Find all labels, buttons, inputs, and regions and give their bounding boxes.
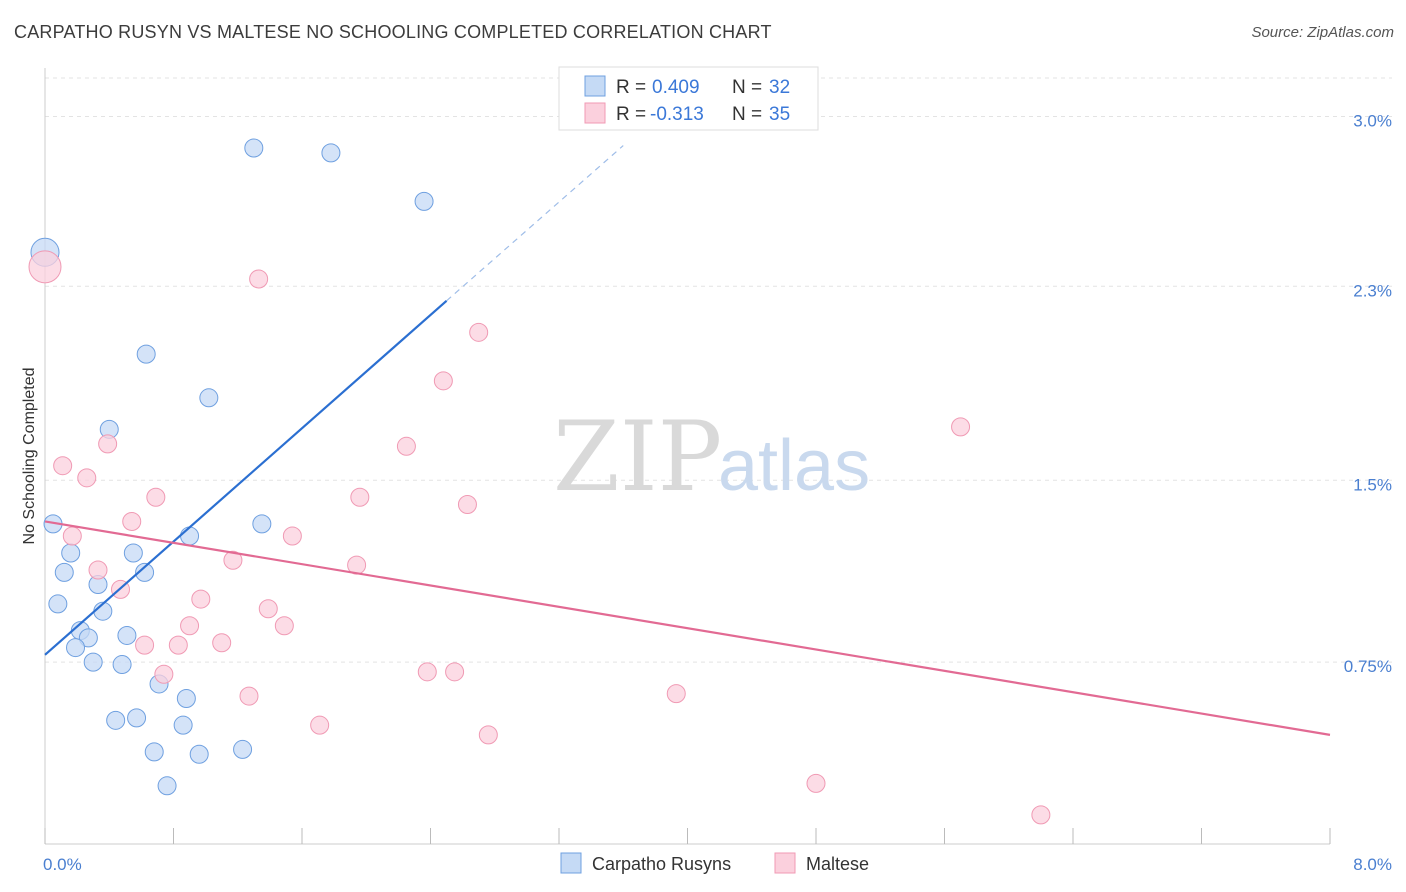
rusyn-point-4 [136,344,156,364]
maltese-point-11 [457,495,477,514]
maltese-point-21 [180,616,200,636]
maltese-point-24 [168,635,188,655]
legend-swatch-maltese [584,102,606,124]
y-tick-label-2: 2.3% [1353,281,1392,300]
watermark-atlas: atlas [718,426,870,506]
legend-n-label-rusyn: N = [732,77,762,98]
rusyn-point-12 [54,562,74,582]
maltese-point-15 [223,550,243,570]
legend-r-value-maltese: -0.313 [650,104,704,125]
rusyn-point-15 [48,594,68,614]
rusyn-trend-extension [446,145,624,302]
rusyn-point-22 [112,655,132,675]
maltese-point-28 [445,662,465,682]
maltese-point-31 [310,715,330,735]
y-axis-label: No Schooling Completed [21,368,38,545]
rusyn-point-5 [199,388,219,408]
series-legend: Carpatho Rusyns Maltese [560,852,869,874]
rusyn-point-13 [135,562,155,582]
rusyn-point-24 [176,689,196,708]
x-tick-labels: 0.0% 8.0% [43,855,1392,874]
rusyn-point-29 [189,744,209,764]
legend-swatch-rusyn [584,75,606,97]
data-points [28,138,1051,825]
legend-n-value-maltese: 35 [769,104,790,125]
rusyn-point-20 [66,638,86,658]
rusyn-trend-line [44,299,448,656]
maltese-point-34 [1031,805,1051,825]
maltese-point-4 [951,417,971,437]
maltese-point-6 [396,436,416,456]
rusyn-point-31 [157,776,177,796]
rusyn-point-28 [144,742,164,762]
rusyn-point-27 [173,715,193,735]
maltese-point-5 [98,434,118,454]
maltese-point-2 [469,322,489,342]
x-tick-label-0: 0.0% [43,855,82,874]
source-label: Source: ZipAtlas.com [1251,24,1394,41]
rusyn-point-2 [321,143,341,163]
chart-title: CARPATHO RUSYN VS MALTESE NO SCHOOLING C… [14,22,772,42]
legend-r-value-rusyn: 0.409 [652,77,700,98]
rusyn-point-30 [233,739,253,759]
maltese-point-9 [146,487,166,507]
maltese-point-8 [77,468,97,488]
y-tick-label-0: 0.75% [1344,657,1392,676]
rusyn-point-11 [123,543,143,563]
y-tick-label-3: 3.0% [1353,112,1392,131]
maltese-point-20 [258,599,278,619]
correlation-legend: R = 0.409 N = 32 R = -0.313 N = 35 [558,66,819,131]
series-label-rusyn: Carpatho Rusyns [592,854,731,874]
maltese-point-12 [122,511,142,531]
legend-n-label-maltese: N = [732,104,762,125]
maltese-point-7 [53,456,73,476]
gridlines [45,77,1392,663]
series-swatch-rusyn [560,852,582,874]
maltese-point-14 [282,526,302,546]
maltese-point-17 [88,560,108,580]
rusyn-point-10 [61,543,81,563]
legend-r-label-maltese: R = [616,104,646,125]
y-tick-labels: 0.75% 1.5% 2.3% 3.0% [1344,112,1392,677]
watermark-zip: ZIP [553,401,722,513]
maltese-point-0 [28,250,62,284]
maltese-point-3 [433,371,453,391]
maltese-point-22 [274,616,294,636]
rusyn-point-19 [117,625,137,645]
rusyn-point-26 [127,708,147,728]
legend-n-value-rusyn: 32 [769,77,790,98]
x-tick-label-1: 8.0% [1353,855,1392,874]
maltese-point-23 [135,635,155,655]
maltese-point-19 [191,589,211,609]
maltese-point-29 [239,686,259,706]
maltese-point-1 [249,269,269,289]
rusyn-point-8 [180,526,200,546]
maltese-trend-line [44,520,1331,736]
maltese-point-10 [350,487,370,507]
rusyn-point-9 [252,514,272,534]
maltese-point-13 [62,526,82,546]
maltese-point-32 [478,725,498,745]
rusyn-point-18 [78,628,98,648]
maltese-point-25 [212,633,232,653]
rusyn-point-21 [83,652,103,672]
rusyn-point-25 [106,710,126,730]
trend-lines [44,145,1331,736]
maltese-point-26 [154,664,174,684]
y-tick-label-1: 1.5% [1353,475,1392,494]
maltese-point-33 [806,773,826,793]
maltese-point-30 [666,684,686,704]
series-swatch-maltese [774,852,796,874]
axes [44,68,1331,845]
maltese-point-27 [417,662,437,682]
rusyn-point-3 [414,191,434,211]
legend-r-label-rusyn: R = [616,77,646,98]
series-label-maltese: Maltese [806,854,869,874]
rusyn-point-1 [244,138,264,158]
